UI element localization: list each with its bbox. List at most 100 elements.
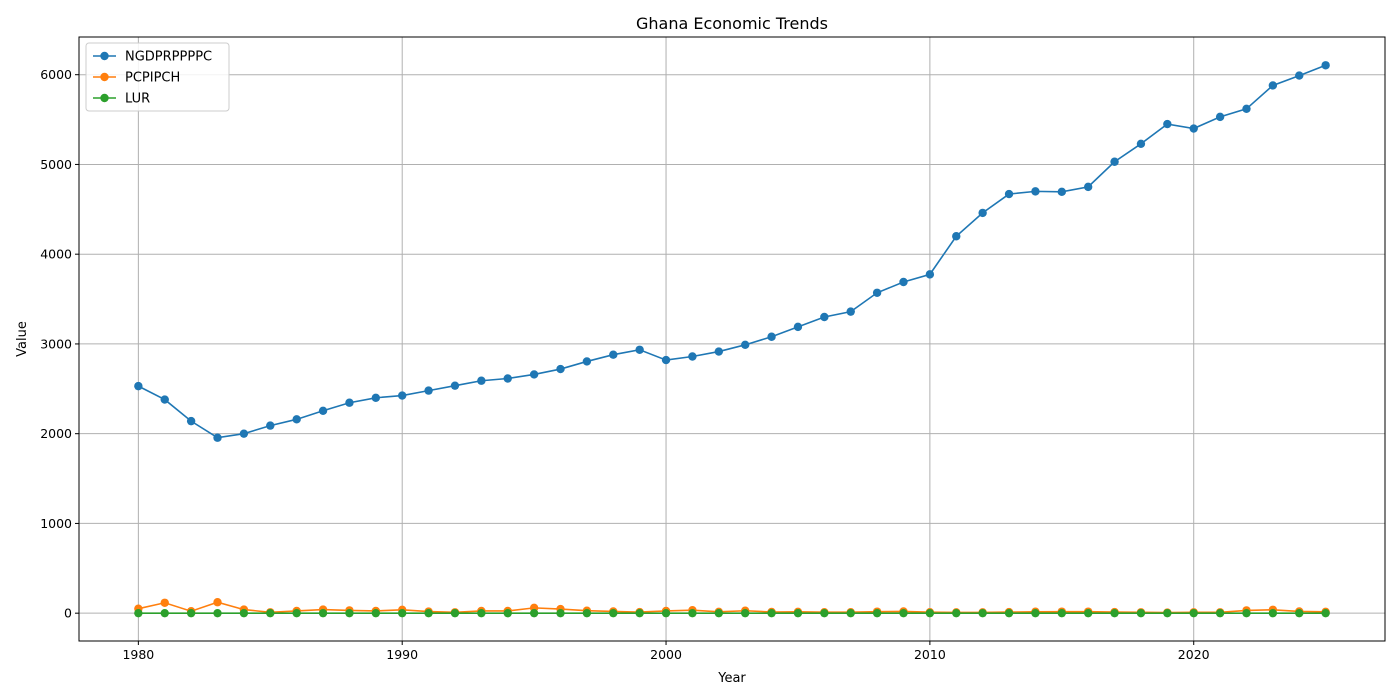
x-axis-label: Year: [717, 671, 746, 686]
data-point-lur: [213, 608, 222, 618]
data-point-lur: [239, 608, 249, 618]
data-point-ngdprppppc: [503, 374, 512, 383]
legend: NGDPRPPPPC PCPIPCH LUR: [85, 42, 230, 112]
data-point-ngdprppppc: [186, 416, 196, 426]
data-point-ngdprppppc: [371, 393, 381, 402]
x-tick-label: 2010: [914, 647, 946, 662]
legend-label: PCPIPCH: [125, 71, 180, 86]
data-point-lur: [714, 608, 724, 618]
legend-swatch-marker: [100, 51, 109, 61]
data-point-ngdprppppc: [925, 270, 935, 279]
data-point-lur: [1031, 608, 1040, 618]
data-point-ngdprppppc: [872, 288, 882, 297]
data-point-ngdprppppc: [1057, 187, 1066, 197]
y-tick-label: 2000: [40, 426, 72, 441]
series-line-ngdprppppc: [138, 64, 1326, 439]
data-point-lur: [740, 608, 750, 618]
x-tick-label: 1990: [386, 647, 418, 662]
data-point-ngdprppppc: [160, 395, 169, 404]
legend-box: [85, 42, 230, 112]
data-point-ngdprppppc: [1031, 187, 1040, 196]
data-point-lur: [899, 608, 908, 618]
data-point-lur: [556, 608, 565, 618]
data-point-lur: [424, 608, 433, 618]
data-point-lur: [1321, 608, 1330, 618]
legend-swatch-marker: [100, 72, 109, 82]
data-point-lur: [1215, 608, 1225, 618]
data-point-lur: [1189, 608, 1198, 618]
data-point-lur: [1268, 608, 1278, 618]
data-point-lur: [529, 608, 539, 618]
x-tick-label: 2000: [650, 647, 682, 662]
data-point-lur: [793, 608, 803, 618]
data-point-lur: [820, 608, 829, 618]
legend-label: NGDPRPPPPC: [125, 50, 212, 65]
data-point-ngdprppppc: [767, 332, 776, 341]
data-point-lur: [1083, 608, 1093, 618]
data-point-lur: [635, 608, 644, 618]
data-point-ngdprppppc: [477, 376, 486, 385]
y-axis-label: Value: [15, 321, 30, 357]
y-tick-label: 6000: [40, 67, 72, 82]
data-point-ngdprppppc: [134, 381, 143, 391]
data-point-lur: [371, 608, 381, 618]
x-tick-label: 2020: [1178, 647, 1210, 662]
data-point-lur: [1136, 608, 1146, 618]
legend-swatch-marker: [100, 93, 109, 103]
data-point-ngdprppppc: [1321, 61, 1330, 70]
data-point-ngdprppppc: [318, 406, 328, 415]
data-point-ngdprppppc: [450, 381, 460, 390]
y-tick-label: 5000: [40, 157, 72, 172]
data-point-ngdprppppc: [820, 312, 829, 322]
x-tick-label: 1980: [122, 647, 154, 662]
data-point-lur: [318, 608, 328, 618]
data-point-ngdprppppc: [978, 208, 987, 218]
data-point-lur: [160, 608, 169, 618]
data-point-ngdprppppc: [213, 433, 222, 442]
data-point-lur: [688, 608, 697, 618]
data-point-ngdprppppc: [424, 386, 433, 395]
data-point-ngdprppppc: [292, 415, 301, 424]
axis-ticks: 1980 1990 2000 2010 2020 0 1000 2000 3000 4000 500…: [40, 67, 1209, 662]
data-point-pcpipch: [160, 598, 169, 607]
data-point-ngdprppppc: [899, 277, 908, 287]
data-point-lur: [846, 608, 855, 618]
data-point-lur: [952, 608, 961, 618]
data-point-ngdprppppc: [582, 357, 592, 366]
data-point-pcpipch: [213, 598, 222, 607]
data-point-ngdprppppc: [1295, 71, 1304, 80]
legend-label: LUR: [125, 92, 150, 107]
data-point-lur: [661, 608, 671, 618]
data-point-lur: [186, 608, 196, 618]
data-point-ngdprppppc: [688, 352, 697, 361]
data-point-ngdprppppc: [1004, 189, 1014, 199]
y-tick-label: 1000: [40, 516, 72, 531]
data-point-ngdprppppc: [609, 350, 618, 359]
data-point-lur: [450, 608, 460, 618]
data-point-lur: [609, 608, 618, 618]
data-point-lur: [1057, 608, 1066, 618]
data-point-lur: [134, 608, 143, 618]
data-point-ngdprppppc: [556, 364, 565, 374]
data-point-ngdprppppc: [1163, 119, 1172, 129]
data-point-ngdprppppc: [952, 232, 961, 241]
data-point-ngdprppppc: [266, 421, 275, 430]
data-point-ngdprppppc: [1189, 124, 1198, 133]
chart-title: Ghana Economic Trends: [636, 14, 828, 33]
data-point-ngdprppppc: [714, 347, 724, 356]
data-point-lur: [1163, 608, 1172, 618]
data-point-ngdprppppc: [1110, 157, 1119, 166]
plot-frame: [78, 36, 1386, 642]
data-point-lur: [477, 608, 486, 618]
series-line-pcpipch: [138, 601, 1326, 614]
data-point-ngdprppppc: [529, 370, 539, 379]
y-tick-label: 0: [64, 606, 72, 621]
data-point-lur: [925, 608, 935, 618]
data-point-ngdprppppc: [635, 345, 644, 354]
data-point-ngdprppppc: [1215, 112, 1225, 122]
data-point-lur: [767, 608, 776, 618]
data-point-lur: [345, 608, 354, 618]
data-point-ngdprppppc: [740, 340, 750, 350]
data-point-ngdprppppc: [239, 429, 249, 438]
data-point-ngdprppppc: [661, 355, 671, 365]
